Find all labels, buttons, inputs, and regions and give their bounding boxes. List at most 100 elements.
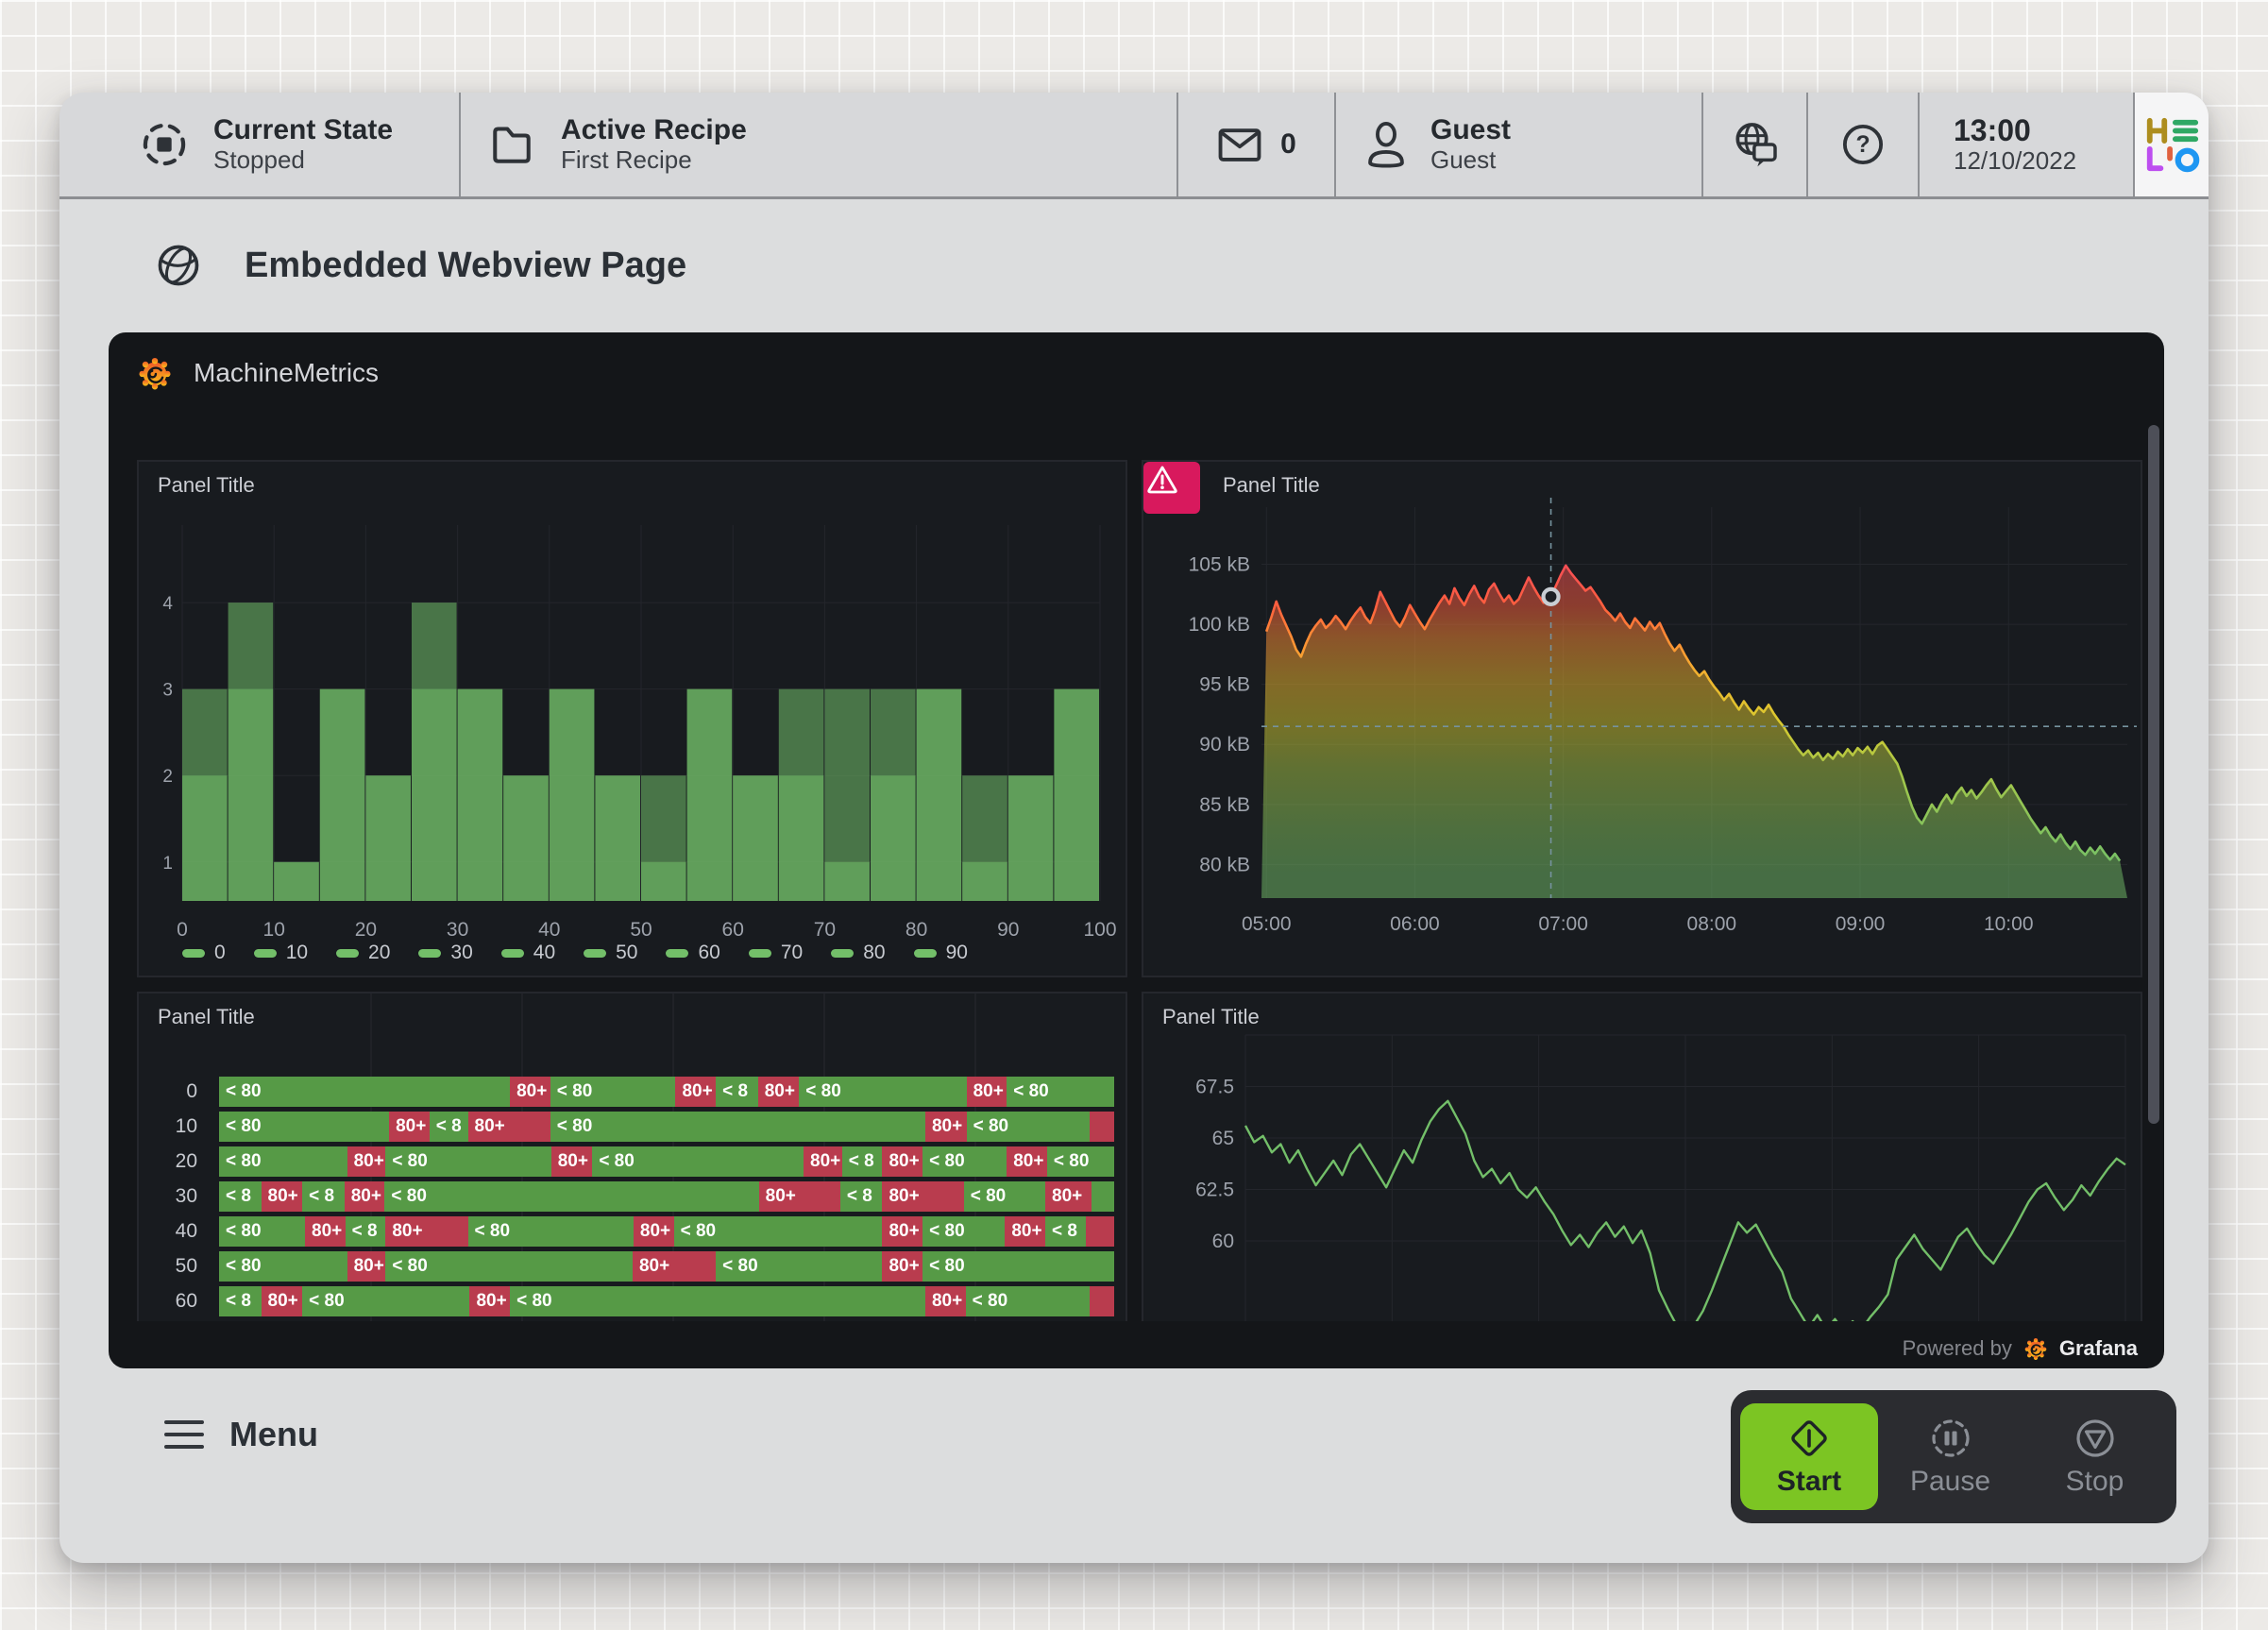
user-icon bbox=[1362, 120, 1410, 169]
help-button[interactable]: ? bbox=[1808, 93, 1920, 196]
start-label: Start bbox=[1776, 1465, 1842, 1497]
legend-item[interactable]: 40 bbox=[500, 942, 556, 964]
panel-title[interactable]: Panel Title bbox=[158, 1005, 255, 1028]
legend-label: 50 bbox=[616, 942, 638, 963]
timeline-row: 20 < 80 80+ < 80 80+ < 80 80+ < 8 80+ < 80 80+ < 80 bbox=[139, 1146, 1114, 1177]
timeline-segment: < 8 bbox=[219, 1181, 262, 1212]
timeline-segment: < 80 bbox=[966, 1112, 1091, 1142]
timeline-segment: < 8 bbox=[345, 1216, 386, 1247]
timeline-row-label: 60 bbox=[175, 1290, 197, 1312]
timeline-row-label: 0 bbox=[186, 1080, 197, 1102]
svg-text:50: 50 bbox=[630, 919, 652, 941]
line-panel: Panel Title 60 62.5 65 67.5 bbox=[1142, 992, 2142, 1321]
svg-text:100: 100 bbox=[1083, 919, 1116, 941]
timeline-band: < 8 80+ < 80 80+ < 80 80+ < 80 bbox=[219, 1286, 1114, 1316]
embedded-webview: MachineMetrics Panel Title 1 2 3 4 0 10 20 30 40… bbox=[109, 332, 2164, 1368]
legend-item[interactable]: 20 bbox=[336, 942, 390, 964]
timeline-segment: < 80 bbox=[922, 1146, 1007, 1177]
svg-text:4: 4 bbox=[162, 594, 173, 614]
timeline-row: 40 < 80 80+ < 8 80+ < 80 80+ < 80 80+ < 80 80+ < 8 bbox=[139, 1216, 1114, 1247]
svg-text:105 kB: 105 kB bbox=[1189, 554, 1250, 576]
grafana-icon bbox=[137, 355, 173, 391]
timeline-band: < 8 80+ < 8 80+ < 80 80+ < 8 80+ < 80 80+ bbox=[219, 1181, 1114, 1212]
legend-item[interactable]: 80 bbox=[831, 942, 886, 964]
timeline-segment: < 80 bbox=[510, 1286, 925, 1316]
legend-item[interactable]: 10 bbox=[253, 942, 308, 964]
timeline-segment: 80+ bbox=[385, 1216, 468, 1247]
svg-text:0: 0 bbox=[177, 919, 188, 941]
app-window: Current State Stopped Active Recipe Firs… bbox=[59, 93, 2209, 1563]
panel-title[interactable]: Panel Title bbox=[1223, 473, 1320, 497]
timeline-segment: 80+ bbox=[924, 1286, 966, 1316]
timeline-segment: < 8 bbox=[1045, 1216, 1086, 1247]
legend-label: 0 bbox=[214, 942, 226, 963]
powered-by-text: Powered by bbox=[1902, 1336, 2012, 1360]
dashboard-brand: MachineMetrics bbox=[194, 358, 380, 387]
timeline-segment: < 80 bbox=[219, 1112, 390, 1142]
grafana-brand-text: Grafana bbox=[2058, 1336, 2138, 1360]
stop-button[interactable]: Stop bbox=[2023, 1403, 2167, 1510]
timeline-segment: 80+ bbox=[804, 1146, 842, 1177]
folder-icon bbox=[487, 120, 536, 169]
language-chat-button[interactable] bbox=[1703, 93, 1808, 196]
pause-icon bbox=[1931, 1418, 1970, 1457]
start-button[interactable]: Start bbox=[1740, 1403, 1878, 1510]
legend-item[interactable]: 30 bbox=[418, 942, 473, 964]
svg-text:65: 65 bbox=[1212, 1128, 1234, 1149]
timeline-segment: < 80 bbox=[467, 1216, 634, 1247]
timeline-segment: < 80 bbox=[592, 1146, 804, 1177]
timeline-segment: 80+ bbox=[347, 1251, 386, 1282]
timeline-segment: 80+ bbox=[347, 1146, 386, 1177]
svg-text:80 kB: 80 kB bbox=[1199, 854, 1250, 875]
svg-text:20: 20 bbox=[355, 919, 377, 941]
svg-text:90: 90 bbox=[997, 919, 1019, 941]
legend-label: 40 bbox=[533, 942, 556, 963]
powered-by-grafana[interactable]: Powered by Grafana bbox=[1903, 1336, 2138, 1361]
legend-swatch-icon bbox=[182, 948, 205, 958]
start-icon bbox=[1791, 1419, 1827, 1456]
panel-title[interactable]: Panel Title bbox=[158, 473, 255, 497]
timeline-row: 60 < 8 80+ < 80 80+ < 80 80+ < 80 bbox=[139, 1286, 1114, 1316]
webview-scrollbar-thumb[interactable] bbox=[2148, 425, 2159, 1124]
legend-swatch-icon bbox=[584, 948, 607, 958]
alert-badge[interactable] bbox=[1143, 462, 1200, 514]
pause-button[interactable]: Pause bbox=[1878, 1403, 2023, 1510]
top-status-bar: Current State Stopped Active Recipe Firs… bbox=[59, 93, 2209, 199]
messages-button[interactable]: 0 bbox=[1178, 93, 1336, 196]
timeline-segment: < 80 bbox=[922, 1251, 1114, 1282]
panel-title[interactable]: Panel Title bbox=[1162, 1005, 1260, 1028]
menu-button[interactable]: Menu bbox=[163, 1415, 318, 1454]
user-cell[interactable]: Guest Guest bbox=[1336, 93, 1703, 196]
clock-date: 12/10/2022 bbox=[1954, 146, 2077, 176]
legend-item[interactable]: 70 bbox=[748, 942, 803, 964]
timeline-segment: < 80 bbox=[550, 1112, 925, 1142]
timeline-segment bbox=[1090, 1112, 1114, 1142]
timeline-band: < 80 80+ < 8 80+ < 80 80+ < 80 bbox=[219, 1112, 1114, 1142]
timeline-segment: < 80 bbox=[550, 1077, 676, 1107]
legend-item[interactable]: 90 bbox=[913, 942, 968, 964]
pause-label: Pause bbox=[1909, 1465, 1991, 1497]
timeline-segment: < 80 bbox=[219, 1216, 305, 1247]
timeline-segment bbox=[1090, 1286, 1114, 1316]
svg-text:95 kB: 95 kB bbox=[1199, 674, 1250, 696]
timeline-segment: < 80 bbox=[1007, 1077, 1114, 1107]
timeline-segment: 80+ bbox=[632, 1251, 717, 1282]
svg-text:06:00: 06:00 bbox=[1390, 913, 1440, 935]
grafana-small-icon bbox=[2023, 1336, 2048, 1361]
legend-item[interactable]: 60 bbox=[666, 942, 720, 964]
timeline-band: < 80 80+ < 80 80+ < 8 80+ < 80 80+ < 80 bbox=[219, 1077, 1114, 1107]
svg-text:62.5: 62.5 bbox=[1195, 1180, 1234, 1201]
clock-cell: 13:00 12/10/2022 bbox=[1920, 93, 2135, 196]
timeline-segment: 80+ bbox=[1045, 1181, 1092, 1212]
legend-item[interactable]: 0 bbox=[182, 942, 226, 964]
panels-viewport: Panel Title 1 2 3 4 0 10 20 30 40 50 60 70 80 90 100 0… bbox=[109, 332, 2164, 1321]
timeline-row-label: 10 bbox=[175, 1115, 197, 1137]
current-state-value: Stopped bbox=[213, 145, 305, 175]
timeline-segment: < 80 bbox=[965, 1286, 1091, 1316]
timeline-band: < 80 80+ < 80 80+ < 80 80+ < 8 80+ < 80 80+ < 80 bbox=[219, 1146, 1114, 1177]
timeline-segment: < 80 bbox=[922, 1216, 1006, 1247]
svg-text:10:00: 10:00 bbox=[1984, 913, 2034, 935]
legend-item[interactable]: 50 bbox=[584, 942, 637, 964]
timeline-segment: 80+ bbox=[633, 1216, 674, 1247]
legend-swatch-icon bbox=[913, 948, 937, 958]
